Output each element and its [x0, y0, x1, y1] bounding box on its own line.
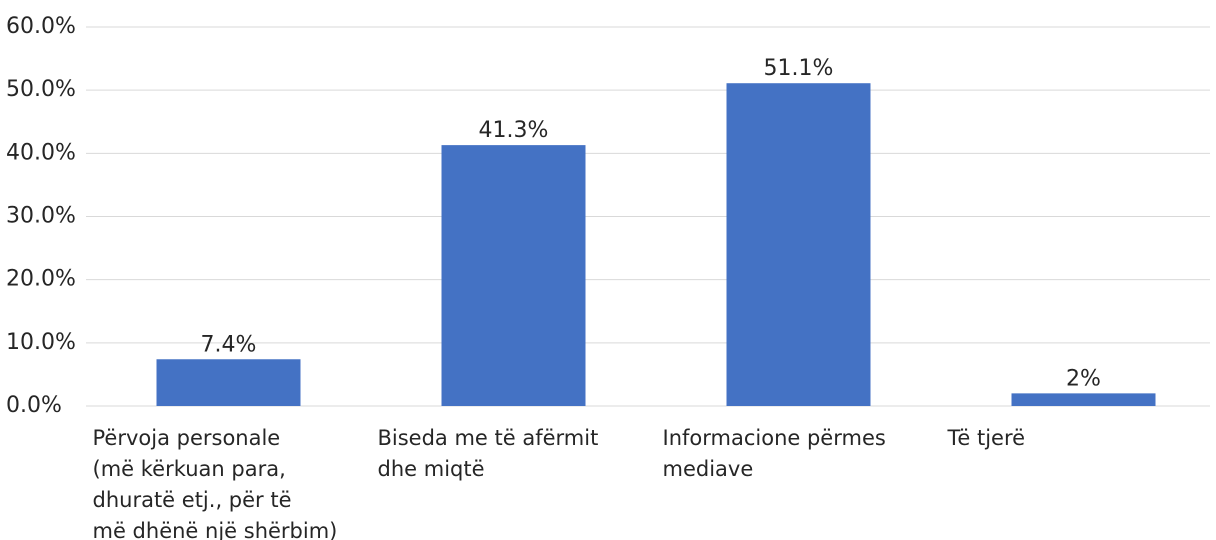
data-label: 41.3% [479, 118, 549, 143]
x-tick-label: Përvoja personale (më kërkuan para, dhur… [92, 426, 338, 540]
bar [156, 359, 301, 406]
data-label: 2% [1066, 366, 1101, 391]
y-tick-label: 60.0% [6, 14, 76, 39]
y-tick-label: 50.0% [6, 77, 76, 102]
y-tick-label: 10.0% [6, 330, 76, 355]
x-tick-label: Biseda me të afërmit dhe miqtë [377, 426, 599, 481]
y-tick-label: 40.0% [6, 140, 76, 165]
y-tick-label: 30.0% [6, 204, 76, 229]
y-tick-label: 0.0% [6, 393, 62, 418]
bar [1011, 393, 1156, 406]
x-tick-label: Informacione përmes mediave [662, 426, 886, 481]
bar [441, 145, 586, 406]
y-tick-label: 20.0% [6, 267, 76, 292]
data-label: 51.1% [764, 56, 834, 81]
data-label: 7.4% [201, 332, 257, 357]
x-tick-label: Të tjerë [947, 426, 1026, 450]
bar [726, 83, 871, 407]
